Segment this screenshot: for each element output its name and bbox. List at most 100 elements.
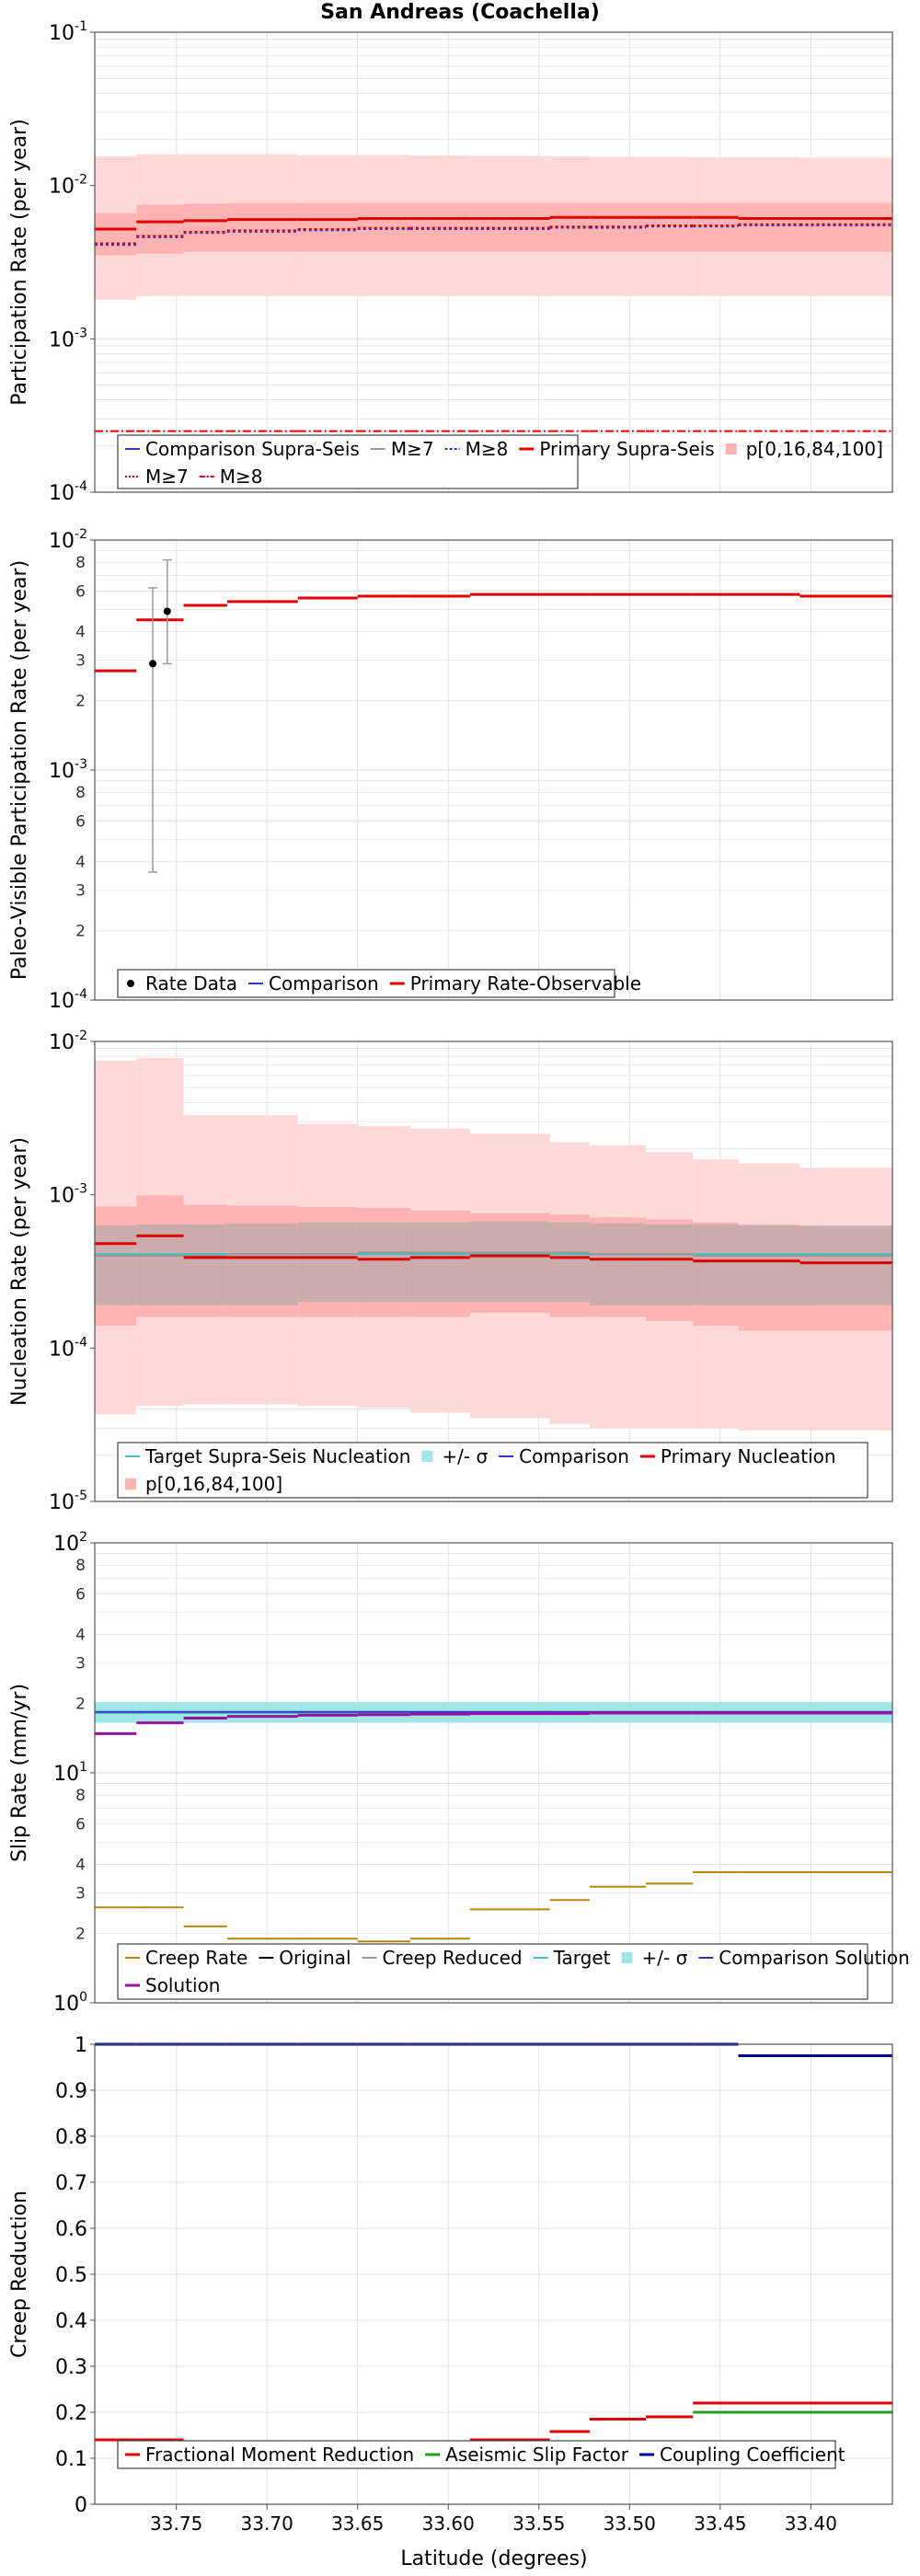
y-tick-label: 10-4 <box>49 1335 87 1361</box>
legend-item: p[0,16,84,100] <box>125 1473 282 1495</box>
x-tick-label: 33.75 <box>150 2513 202 2535</box>
data-point <box>149 660 157 668</box>
legend-box <box>117 1442 868 1499</box>
legend: Fractional Moment Reduction Aseismic Slip… <box>117 2440 845 2469</box>
legend-box <box>117 1943 868 2000</box>
band-segment <box>136 204 184 254</box>
legend-item: +/- σ <box>621 1947 688 1969</box>
legend-item: +/- σ <box>421 1445 488 1467</box>
legend-label: M≥8 <box>220 466 263 488</box>
band-segment <box>297 202 358 252</box>
band-segment <box>693 1224 739 1305</box>
legend-item: Original <box>259 1947 351 1969</box>
x-tick-label: 33.60 <box>422 2513 475 2535</box>
band-segment <box>183 1224 227 1305</box>
y-minor-tick-label: 4 <box>75 1626 86 1644</box>
legend-item: Comparison <box>247 972 379 995</box>
band-segment <box>357 202 410 252</box>
legend-label: Solution <box>145 1974 220 1996</box>
band-segment <box>297 1222 358 1303</box>
rate-data-point <box>162 558 172 665</box>
y-axis-label: Creep Reduction <box>8 2191 31 2358</box>
band-segment <box>799 1225 892 1305</box>
legend-label: Creep Reduced <box>383 1947 523 1969</box>
legend-label: Primary Supra-Seis <box>539 438 714 460</box>
y-minor-tick-label: 6 <box>75 582 86 601</box>
legend-item: M≥8 <box>199 466 263 488</box>
series-primary-supra-seis <box>95 215 892 231</box>
y-tick-label: 10-3 <box>49 326 87 351</box>
legend-label: Coupling Coefficient <box>660 2444 845 2466</box>
legend-label: Comparison <box>269 972 379 995</box>
legend: Creep Rate Original Creep Reduced Target +/-… <box>117 1943 910 2000</box>
y-tick-label: 100 <box>53 1990 87 2016</box>
legend-item: p[0,16,84,100] <box>725 438 883 460</box>
band-segment <box>549 1222 590 1303</box>
y-tick-label: 0.7 <box>55 2172 87 2195</box>
legend-label: Aseismic Slip Factor <box>445 2444 629 2466</box>
legend-label: Target Supra-Seis Nucleation <box>144 1445 410 1467</box>
legend: Comparison Supra-Seis M≥7 M≥8 Primary Supra… <box>117 434 883 489</box>
x-tick-label: 33.65 <box>331 2513 384 2535</box>
legend-item: Primary Supra-Seis <box>519 438 715 460</box>
legend-swatch <box>621 1952 633 1963</box>
legend-label: M≥8 <box>466 438 509 460</box>
y-minor-tick-label: 2 <box>75 1696 86 1714</box>
series-primary-rate-observable <box>95 592 892 673</box>
x-tick-label: 33.50 <box>604 2513 656 2535</box>
panel-paleo: 10-4 10-3 10-2 2 3 4 6 8 2 3 4 6 8 Paleo-Visible Part… <box>8 527 893 1013</box>
plot-frame <box>94 31 893 493</box>
y-tick-label: 10-1 <box>49 19 87 45</box>
legend-item: Solution <box>125 1974 220 1996</box>
x-tick-label: 33.70 <box>241 2513 293 2535</box>
y-minor-tick-label: 8 <box>75 554 86 572</box>
legend-item: Comparison Supra-Seis <box>125 438 360 460</box>
legend-label: p[0,16,84,100] <box>746 438 883 460</box>
y-axis-label: Participation Rate (per year) <box>8 119 31 406</box>
y-minor-tick-label: 3 <box>75 1885 86 1903</box>
y-tick-label: 1 <box>75 2034 87 2057</box>
chart-panels: 10-4 10-3 10-2 10-1 Participation Rate (per … <box>8 19 910 2535</box>
legend-item: Primary Rate-Observable <box>389 972 641 995</box>
legend-label: Original <box>279 1947 351 1969</box>
band-segment <box>589 1223 647 1305</box>
band-segment <box>95 1225 137 1305</box>
chart-title: San Andreas (Coachella) <box>320 1 600 24</box>
y-minor-tick-label: 4 <box>75 623 86 641</box>
y-tick-label: 10-2 <box>49 173 87 199</box>
series-comparison <box>95 1251 892 1257</box>
legend-label: Primary Nucleation <box>661 1445 836 1467</box>
uncertainty-band-1 <box>95 202 892 256</box>
y-minor-tick-label: 6 <box>75 812 86 831</box>
x-tick-label: 33.40 <box>785 2513 837 2535</box>
y-tick-label: 10-2 <box>49 527 87 553</box>
y-tick-label: 0.8 <box>55 2126 87 2149</box>
rate-data-point <box>148 587 158 873</box>
y-tick-label: 10-3 <box>49 1182 87 1208</box>
y-axis-label: Paleo-Visible Participation Rate (per ye… <box>8 560 31 980</box>
legend-item: Comparison <box>499 1445 629 1467</box>
legend-item: M≥7 <box>125 466 189 488</box>
series-primary-nucleation <box>95 1234 892 1265</box>
y-minor-tick-label: 6 <box>75 1815 86 1834</box>
band-segment <box>799 202 892 252</box>
y-minor-tick-label: 4 <box>75 853 86 871</box>
panel-nucleation: 10-5 10-4 10-3 10-2 Nucleation Rate (per yea… <box>8 1029 893 1514</box>
y-tick-label: 0.3 <box>55 2356 87 2379</box>
legend-label: Comparison <box>519 1445 629 1467</box>
y-minor-tick-label: 2 <box>75 923 86 941</box>
legend-item: Rate Data <box>127 972 237 995</box>
y-minor-tick-label: 3 <box>75 882 86 901</box>
legend-swatch <box>725 443 737 454</box>
legend-item: Coupling Coefficient <box>639 2444 845 2466</box>
legend-item: Comparison Solution <box>698 1947 910 1969</box>
legend-swatch <box>127 980 134 987</box>
series-m-7 <box>95 223 892 245</box>
y-tick-label: 10-5 <box>49 1489 87 1514</box>
y-minor-tick-label: 8 <box>75 784 86 802</box>
legend-box <box>117 969 615 998</box>
y-tick-label: 0.1 <box>55 2448 87 2471</box>
y-minor-tick-label: 2 <box>75 1926 86 1944</box>
legend-label: M≥7 <box>391 438 434 460</box>
plot-frame <box>94 1041 893 1502</box>
